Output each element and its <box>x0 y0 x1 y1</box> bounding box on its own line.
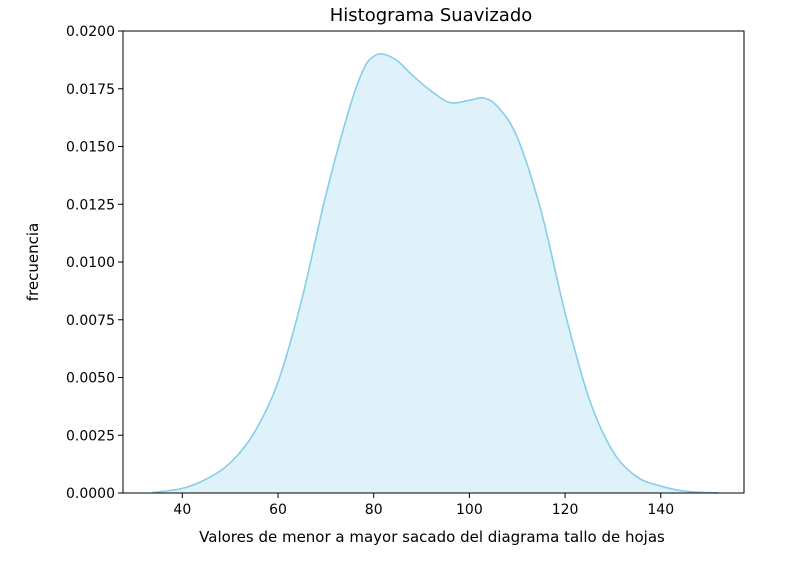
y-tick-label: 0.0050 <box>66 371 115 387</box>
y-tick-label: 0.0075 <box>66 313 115 329</box>
x-tick-label: 140 <box>647 502 674 518</box>
y-tick-label: 0.0100 <box>66 255 115 271</box>
density-curve <box>152 53 719 494</box>
plot-area <box>122 30 745 494</box>
y-tick-label: 0.0175 <box>66 82 115 98</box>
chart-title: Histograma Suavizado <box>330 5 533 26</box>
density-fill-area <box>152 53 719 493</box>
x-axis-label: Valores de menor a mayor sacado del diag… <box>199 528 665 546</box>
y-tick-label: 0.0150 <box>66 140 115 156</box>
y-tick-label: 0.0000 <box>66 486 115 502</box>
x-tick-label: 40 <box>173 502 191 518</box>
y-axis: 0.0000 0.0025 0.0050 0.0075 0.0100 0.0125 0.01… <box>66 24 123 502</box>
x-tick-label: 100 <box>456 502 483 518</box>
y-axis-label: frecuencia <box>24 223 42 301</box>
y-tick-label: 0.0125 <box>66 197 115 213</box>
x-axis: 40 60 80 100 120 140 <box>173 493 674 518</box>
x-tick-label: 80 <box>365 502 383 518</box>
x-tick-label: 60 <box>269 502 287 518</box>
x-tick-label: 120 <box>552 502 579 518</box>
y-tick-label: 0.0200 <box>66 24 115 40</box>
y-tick-label: 0.0025 <box>66 428 115 444</box>
